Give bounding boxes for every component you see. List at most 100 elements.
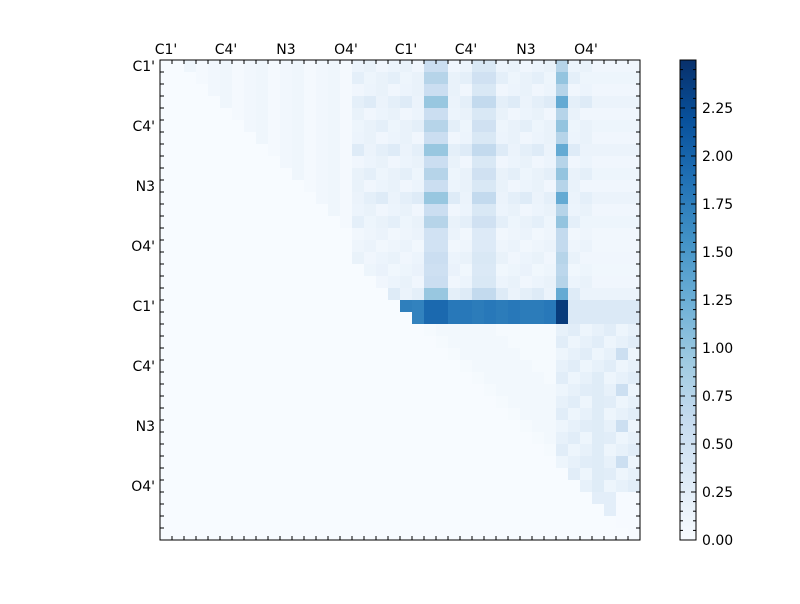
heatmap-cell xyxy=(364,432,377,445)
heatmap-cell xyxy=(208,348,221,361)
heatmap-cell xyxy=(436,264,449,277)
heatmap-cell xyxy=(388,480,401,493)
heatmap-cell xyxy=(364,408,377,421)
heatmap-cell xyxy=(532,216,545,229)
heatmap-cell xyxy=(436,240,449,253)
heatmap-cell xyxy=(508,228,521,241)
heatmap-cell xyxy=(352,240,365,253)
heatmap-cell xyxy=(616,432,629,445)
heatmap-cell xyxy=(460,132,473,145)
heatmap-cell xyxy=(352,432,365,445)
heatmap-cell xyxy=(280,288,293,301)
heatmap-cell xyxy=(280,348,293,361)
heatmap-cell xyxy=(196,132,209,145)
heatmap-cell xyxy=(400,480,413,493)
heatmap-cell xyxy=(280,96,293,109)
heatmap-cell xyxy=(376,456,389,469)
heatmap-cell xyxy=(388,204,401,217)
heatmap-cell xyxy=(304,372,317,385)
heatmap-cell xyxy=(292,168,305,181)
heatmap-cell xyxy=(424,228,437,241)
heatmap-cell xyxy=(544,132,557,145)
heatmap-cell xyxy=(268,420,281,433)
heatmap-cell xyxy=(244,84,257,97)
heatmap-cell xyxy=(268,504,281,517)
heatmap-cell xyxy=(592,468,605,481)
heatmap-cell xyxy=(448,84,461,97)
heatmap-cell xyxy=(532,384,545,397)
heatmap-cell xyxy=(628,72,641,85)
heatmap-cell xyxy=(628,504,641,517)
heatmap-cell xyxy=(244,180,257,193)
heatmap-cell xyxy=(244,408,257,421)
heatmap-cell xyxy=(400,144,413,157)
heatmap-cell xyxy=(580,288,593,301)
heatmap-cell xyxy=(316,120,329,133)
heatmap-cell xyxy=(580,456,593,469)
heatmap-cell xyxy=(592,252,605,265)
heatmap-cell xyxy=(580,252,593,265)
heatmap-cell xyxy=(532,504,545,517)
heatmap-cell xyxy=(460,60,473,73)
heatmap-cell xyxy=(232,396,245,409)
heatmap-cell xyxy=(208,312,221,325)
heatmap-cell xyxy=(496,168,509,181)
heatmap-cell xyxy=(244,312,257,325)
heatmap-cell xyxy=(604,276,617,289)
heatmap-cell xyxy=(208,168,221,181)
heatmap-cell xyxy=(328,336,341,349)
heatmap-cell xyxy=(484,192,497,205)
heatmap-cell xyxy=(424,288,437,301)
heatmap-cell xyxy=(556,108,569,121)
heatmap-cell xyxy=(448,396,461,409)
heatmap-cell xyxy=(352,312,365,325)
heatmap-cell xyxy=(376,216,389,229)
heatmap-cell xyxy=(592,96,605,109)
heatmap-cell xyxy=(160,528,173,541)
heatmap-cell xyxy=(184,420,197,433)
heatmap-cell xyxy=(256,180,269,193)
heatmap-cell xyxy=(280,192,293,205)
heatmap-cell xyxy=(412,252,425,265)
heatmap-cell xyxy=(400,492,413,505)
heatmap-cell xyxy=(412,492,425,505)
heatmap-cell xyxy=(592,408,605,421)
heatmap-cell xyxy=(280,444,293,457)
heatmap-cell xyxy=(220,132,233,145)
heatmap-cell xyxy=(268,120,281,133)
heatmap-cell xyxy=(256,456,269,469)
heatmap-cell xyxy=(376,396,389,409)
heatmap-cell xyxy=(316,192,329,205)
heatmap-cell xyxy=(280,384,293,397)
heatmap-cell xyxy=(568,480,581,493)
heatmap-cell xyxy=(220,468,233,481)
heatmap-cell xyxy=(532,468,545,481)
heatmap-cell xyxy=(412,420,425,433)
heatmap-cell xyxy=(364,336,377,349)
heatmap-cell xyxy=(520,192,533,205)
heatmap-cell xyxy=(352,444,365,457)
heatmap-cell xyxy=(424,420,437,433)
heatmap-cell xyxy=(208,192,221,205)
heatmap-cell xyxy=(628,288,641,301)
heatmap-cell xyxy=(484,108,497,121)
heatmap-cell xyxy=(184,192,197,205)
heatmap-cell xyxy=(424,156,437,169)
heatmap-cell xyxy=(232,216,245,229)
heatmap-cell xyxy=(448,144,461,157)
heatmap-cell xyxy=(232,144,245,157)
heatmap-cell xyxy=(388,504,401,517)
y-tick-label: C1' xyxy=(132,59,155,75)
heatmap-cell xyxy=(616,72,629,85)
heatmap-cell xyxy=(424,516,437,529)
heatmap-cell xyxy=(268,96,281,109)
heatmap-cell xyxy=(208,252,221,265)
heatmap-cell xyxy=(328,120,341,133)
heatmap-cell xyxy=(424,84,437,97)
heatmap-cell xyxy=(628,408,641,421)
heatmap-cell xyxy=(340,432,353,445)
heatmap-cell xyxy=(616,360,629,373)
heatmap-cell xyxy=(172,204,185,217)
heatmap-cell xyxy=(352,504,365,517)
heatmap-cell xyxy=(184,72,197,85)
